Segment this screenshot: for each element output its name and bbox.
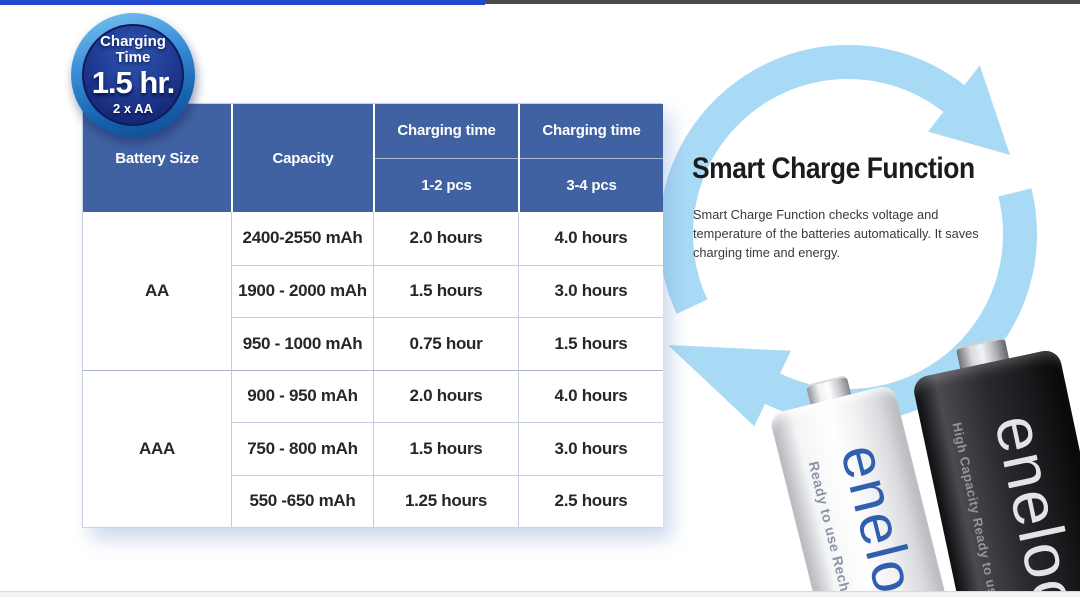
charging-time-table: Battery Size Capacity Charging time 1-2 …: [82, 103, 663, 528]
col-header-charging-time-1-2pcs: Charging time 1-2 pcs: [373, 104, 518, 212]
pcs-3-4-label: 3-4 pcs: [566, 176, 617, 194]
charging-time-label: Charging time: [520, 104, 663, 159]
smart-charge-description: Smart Charge Function checks voltage and…: [693, 207, 979, 261]
capacity-cell: 750 - 800 mAh: [231, 422, 373, 475]
badge-line2: Time: [115, 49, 151, 67]
badge-line1: Charging: [100, 33, 166, 51]
capacity-cell: 2400-2550 mAh: [231, 212, 373, 265]
charging-time-badge: Charging Time 1.5 hr. 2 x AA: [71, 13, 195, 137]
time-3-4-cell: 2.5 hours: [518, 474, 663, 527]
time-3-4-cell: 4.0 hours: [518, 369, 663, 422]
time-1-2-cell: 2.0 hours: [373, 212, 518, 265]
capacity-cell: 900 - 950 mAh: [231, 369, 373, 422]
page-bottom-edge: [0, 591, 1080, 597]
time-3-4-cell: 3.0 hours: [518, 264, 663, 317]
pcs-1-2-label: 1-2 pcs: [421, 176, 472, 194]
time-1-2-cell: 2.0 hours: [373, 369, 518, 422]
time-3-4-cell: 3.0 hours: [518, 422, 663, 475]
time-3-4-cell: 1.5 hours: [518, 317, 663, 370]
capacity-cell: 550 -650 mAh: [231, 474, 373, 527]
progress-bar-filled: [0, 0, 485, 5]
badge-value: 1.5 hr.: [91, 64, 176, 100]
col-header-charging-time-3-4pcs: Charging time 3-4 pcs: [518, 104, 663, 212]
charging-time-label: Charging time: [375, 104, 518, 159]
capacity-cell: 950 - 1000 mAh: [231, 317, 373, 370]
charging-time-badge-inner: Charging Time 1.5 hr. 2 x AA: [82, 24, 184, 126]
badge-subtext: 2 x AA: [113, 100, 153, 116]
battery-size-aa: AA: [83, 212, 231, 370]
battery-size-aaa: AAA: [83, 369, 231, 527]
time-1-2-cell: 1.5 hours: [373, 422, 518, 475]
progress-bar-track: [485, 0, 1080, 4]
time-1-2-cell: 0.75 hour: [373, 317, 518, 370]
top-progress-bar: [0, 0, 1080, 5]
smart-charge-title: Smart Charge Function: [692, 152, 975, 185]
capacity-cell: 1900 - 2000 mAh: [231, 264, 373, 317]
time-1-2-cell: 1.25 hours: [373, 474, 518, 527]
col-header-capacity: Capacity: [231, 104, 373, 212]
time-1-2-cell: 1.5 hours: [373, 264, 518, 317]
time-3-4-cell: 4.0 hours: [518, 212, 663, 265]
